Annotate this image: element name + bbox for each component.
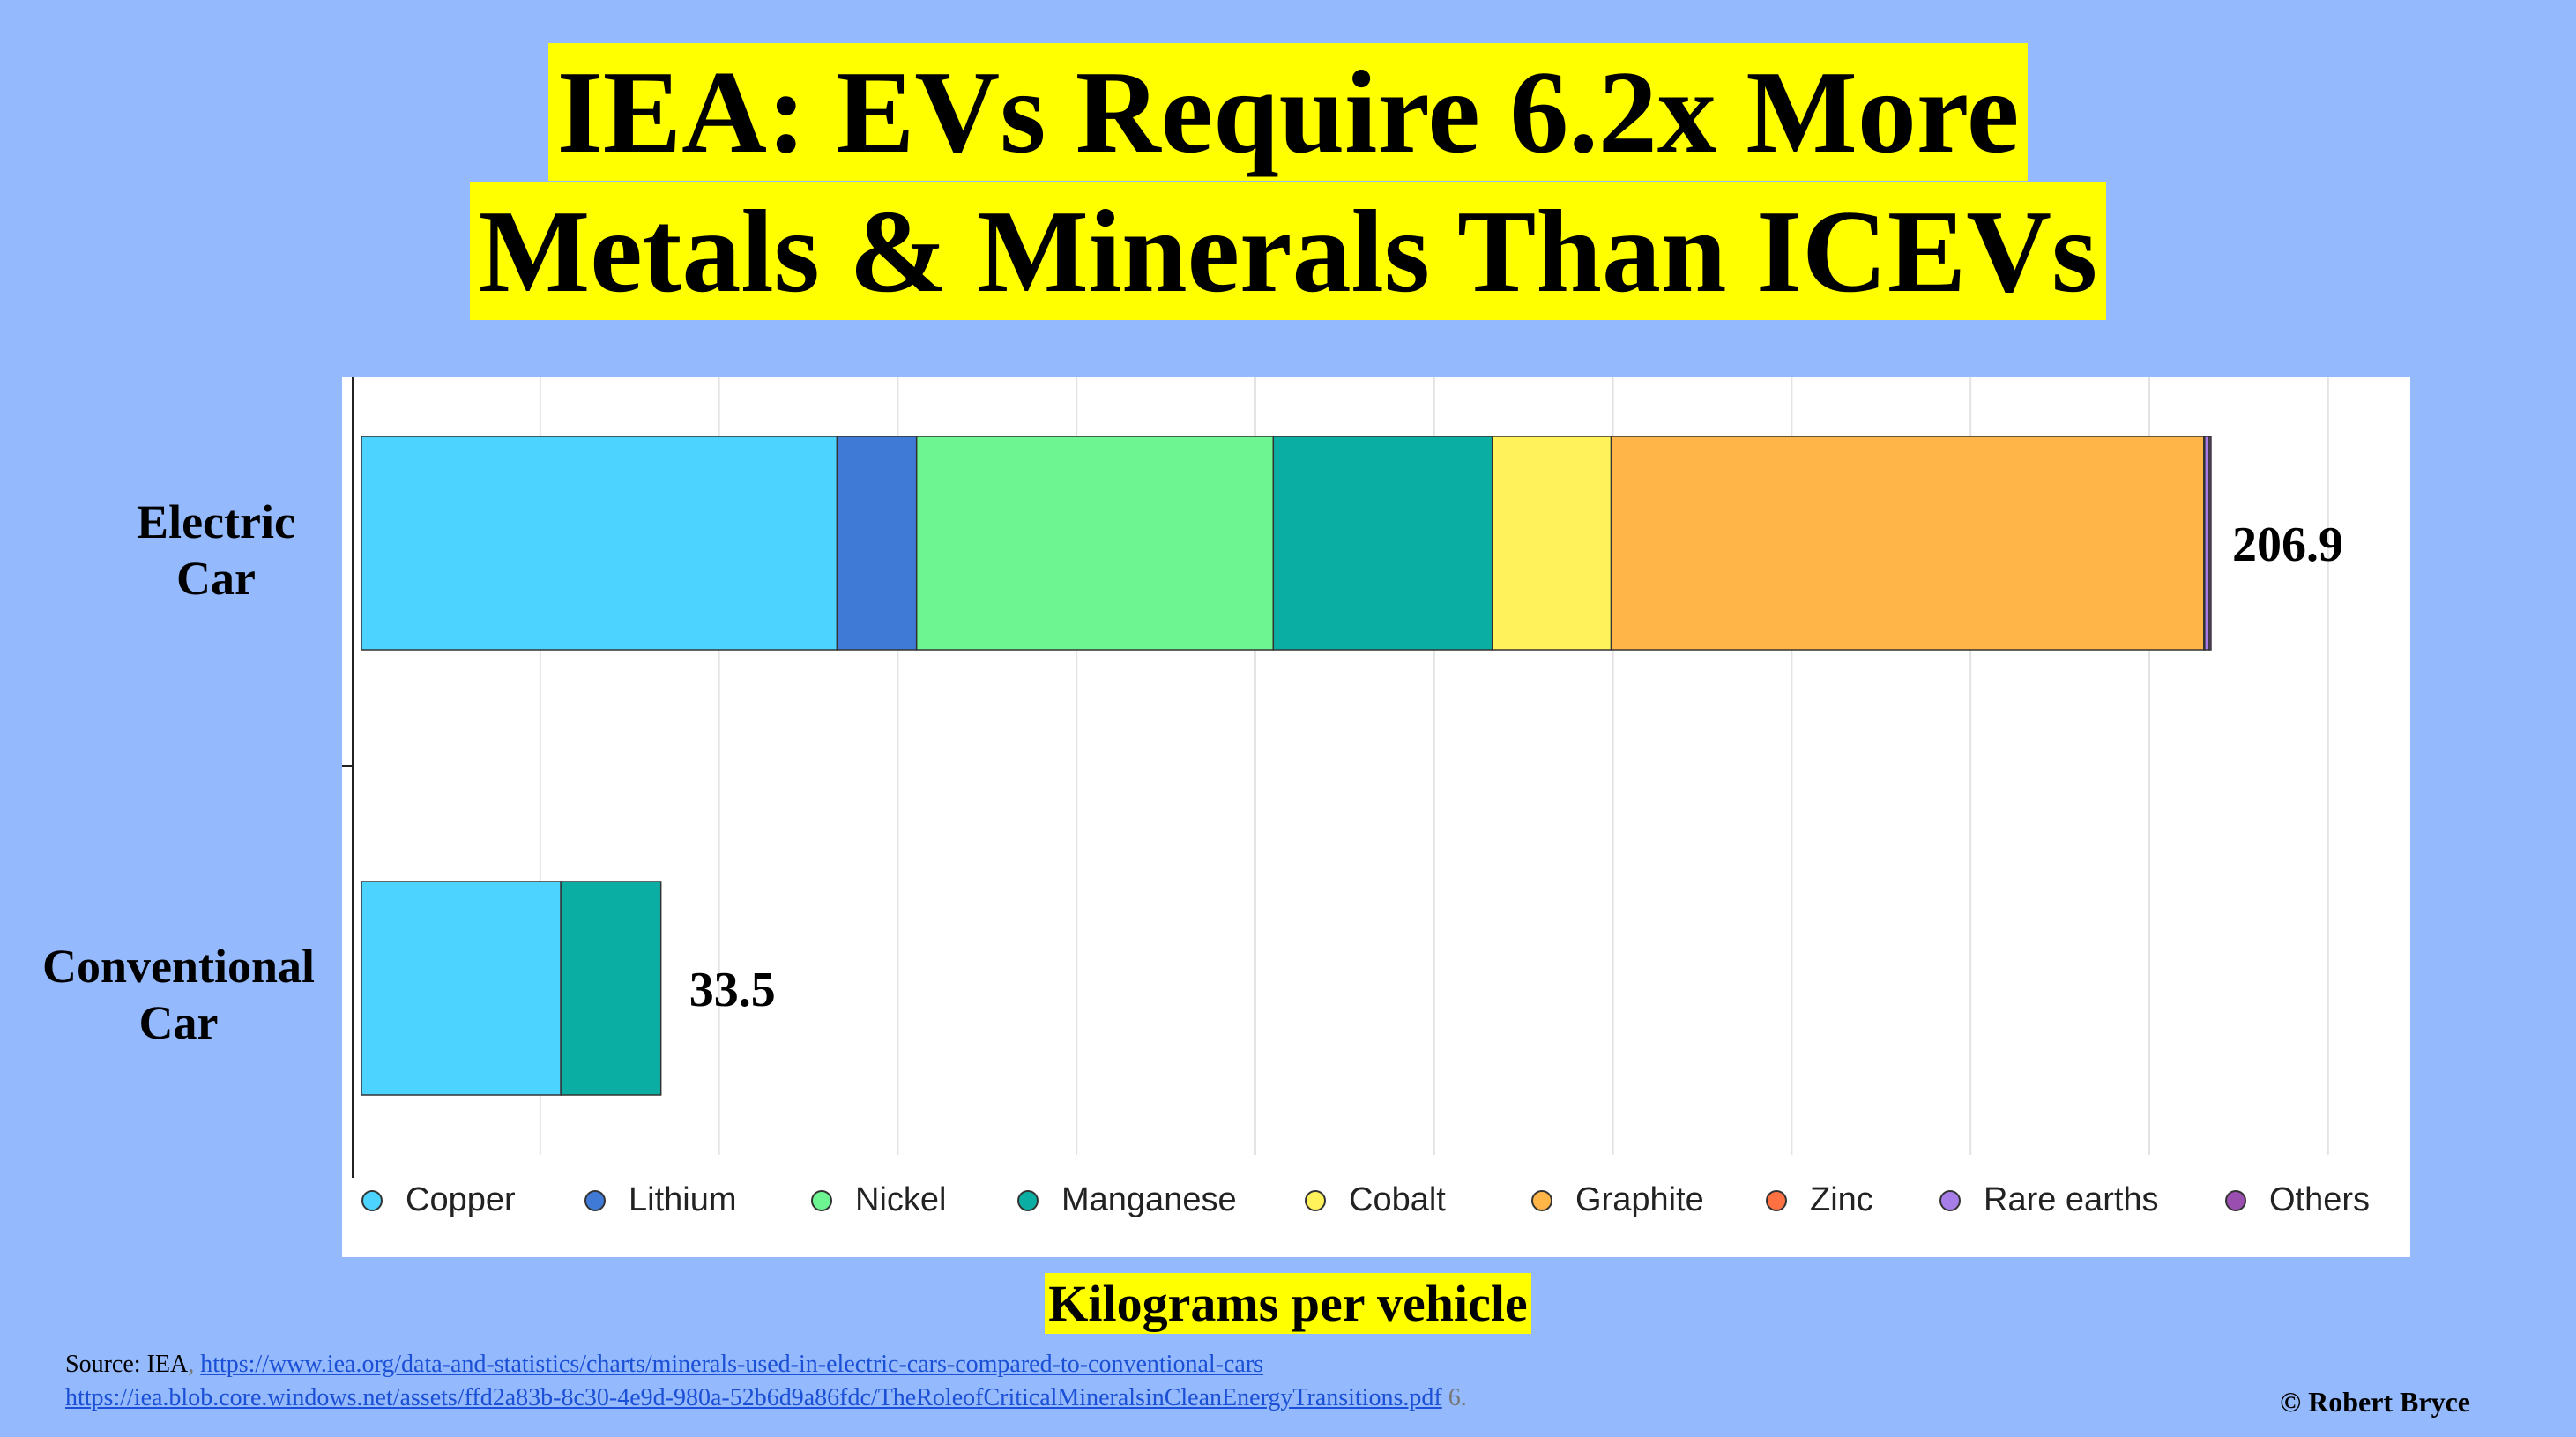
legend-swatch-manganese: [1017, 1189, 1039, 1211]
legend-label: Nickel: [855, 1181, 947, 1218]
legend-item-nickel: Nickel: [811, 1181, 946, 1219]
total-label-electric-car: 206.9: [2232, 517, 2343, 572]
source-link-iea-chart[interactable]: https://www.iea.org/data-and-statistics/…: [200, 1351, 1264, 1378]
legend-swatch-zinc: [1766, 1189, 1787, 1211]
bar-segment-electric-car-copper: [361, 436, 838, 651]
copyright-notice: © Robert Bryce: [2280, 1386, 2470, 1418]
legend-item-cobalt: Cobalt: [1305, 1181, 1446, 1219]
chart-legend: Copper Lithium Nickel Manganese Cobalt Graphi…: [0, 1181, 2576, 1243]
chart-panel: 206.9 33.5: [342, 377, 2410, 1257]
legend-item-manganese: Manganese: [1017, 1181, 1237, 1219]
legend-swatch-nickel: [811, 1189, 832, 1211]
legend-item-others: Others: [2225, 1181, 2370, 1219]
legend-label: Cobalt: [1349, 1181, 1446, 1218]
bar-segment-electric-car-nickel: [915, 436, 1275, 651]
bar-segment-electric-car-manganese: [1272, 436, 1493, 651]
legend-swatch-graphite: [1531, 1189, 1552, 1211]
legend-label: Copper: [406, 1181, 516, 1218]
total-label-conventional-car: 33.5: [689, 963, 776, 1017]
legend-item-graphite: Graphite: [1531, 1181, 1704, 1219]
legend-label: Others: [2269, 1181, 2371, 1218]
category-label-electric-car: Electric Car: [137, 495, 295, 605]
bar-segment-electric-car-others: [2208, 436, 2212, 651]
legend-item-rare-earths: Rare earths: [1939, 1181, 2159, 1219]
source-line: Source: IEA, https://www.iea.org/data-an…: [65, 1351, 1264, 1378]
bar-segment-electric-car-cobalt: [1491, 436, 1612, 651]
chart-title-line-1: IEA: EVs Require 6.2x More: [0, 43, 2576, 181]
legend-item-copper: Copper: [361, 1181, 516, 1219]
legend-swatch-cobalt: [1305, 1189, 1326, 1211]
legend-label: Lithium: [629, 1181, 737, 1218]
bar-segment-electric-car-graphite: [1610, 436, 2205, 651]
legend-swatch-rare-earths: [1939, 1189, 1961, 1211]
legend-item-zinc: Zinc: [1766, 1181, 1873, 1219]
legend-swatch-lithium: [584, 1189, 606, 1211]
bar-chart: 206.9 33.5: [342, 377, 2343, 1178]
bar-segment-electric-car-lithium: [836, 436, 918, 651]
legend-label: Zinc: [1810, 1181, 1873, 1218]
legend-swatch-copper: [361, 1189, 383, 1211]
legend-label: Rare earths: [1984, 1181, 2159, 1218]
chart-title-line-2: Metals & Minerals Than ICEVs: [0, 182, 2576, 320]
category-label-conventional-car: Conventional Car: [41, 940, 316, 1049]
x-axis-label: Kilograms per vehicle: [0, 1273, 2576, 1335]
legend-item-lithium: Lithium: [584, 1181, 737, 1219]
legend-label: Manganese: [1061, 1181, 1237, 1218]
legend-swatch-others: [2225, 1189, 2246, 1211]
legend-label: Graphite: [1575, 1181, 1704, 1218]
source-link-iea-report[interactable]: https://iea.blob.core.windows.net/assets…: [65, 1384, 1442, 1411]
bar-segment-conventional-car-copper: [361, 881, 562, 1096]
bar-segment-electric-car-rare-earths: [2204, 436, 2210, 651]
bar-segment-conventional-car-manganese: [560, 881, 662, 1096]
source-line-2: https://iea.blob.core.windows.net/assets…: [65, 1384, 1467, 1411]
